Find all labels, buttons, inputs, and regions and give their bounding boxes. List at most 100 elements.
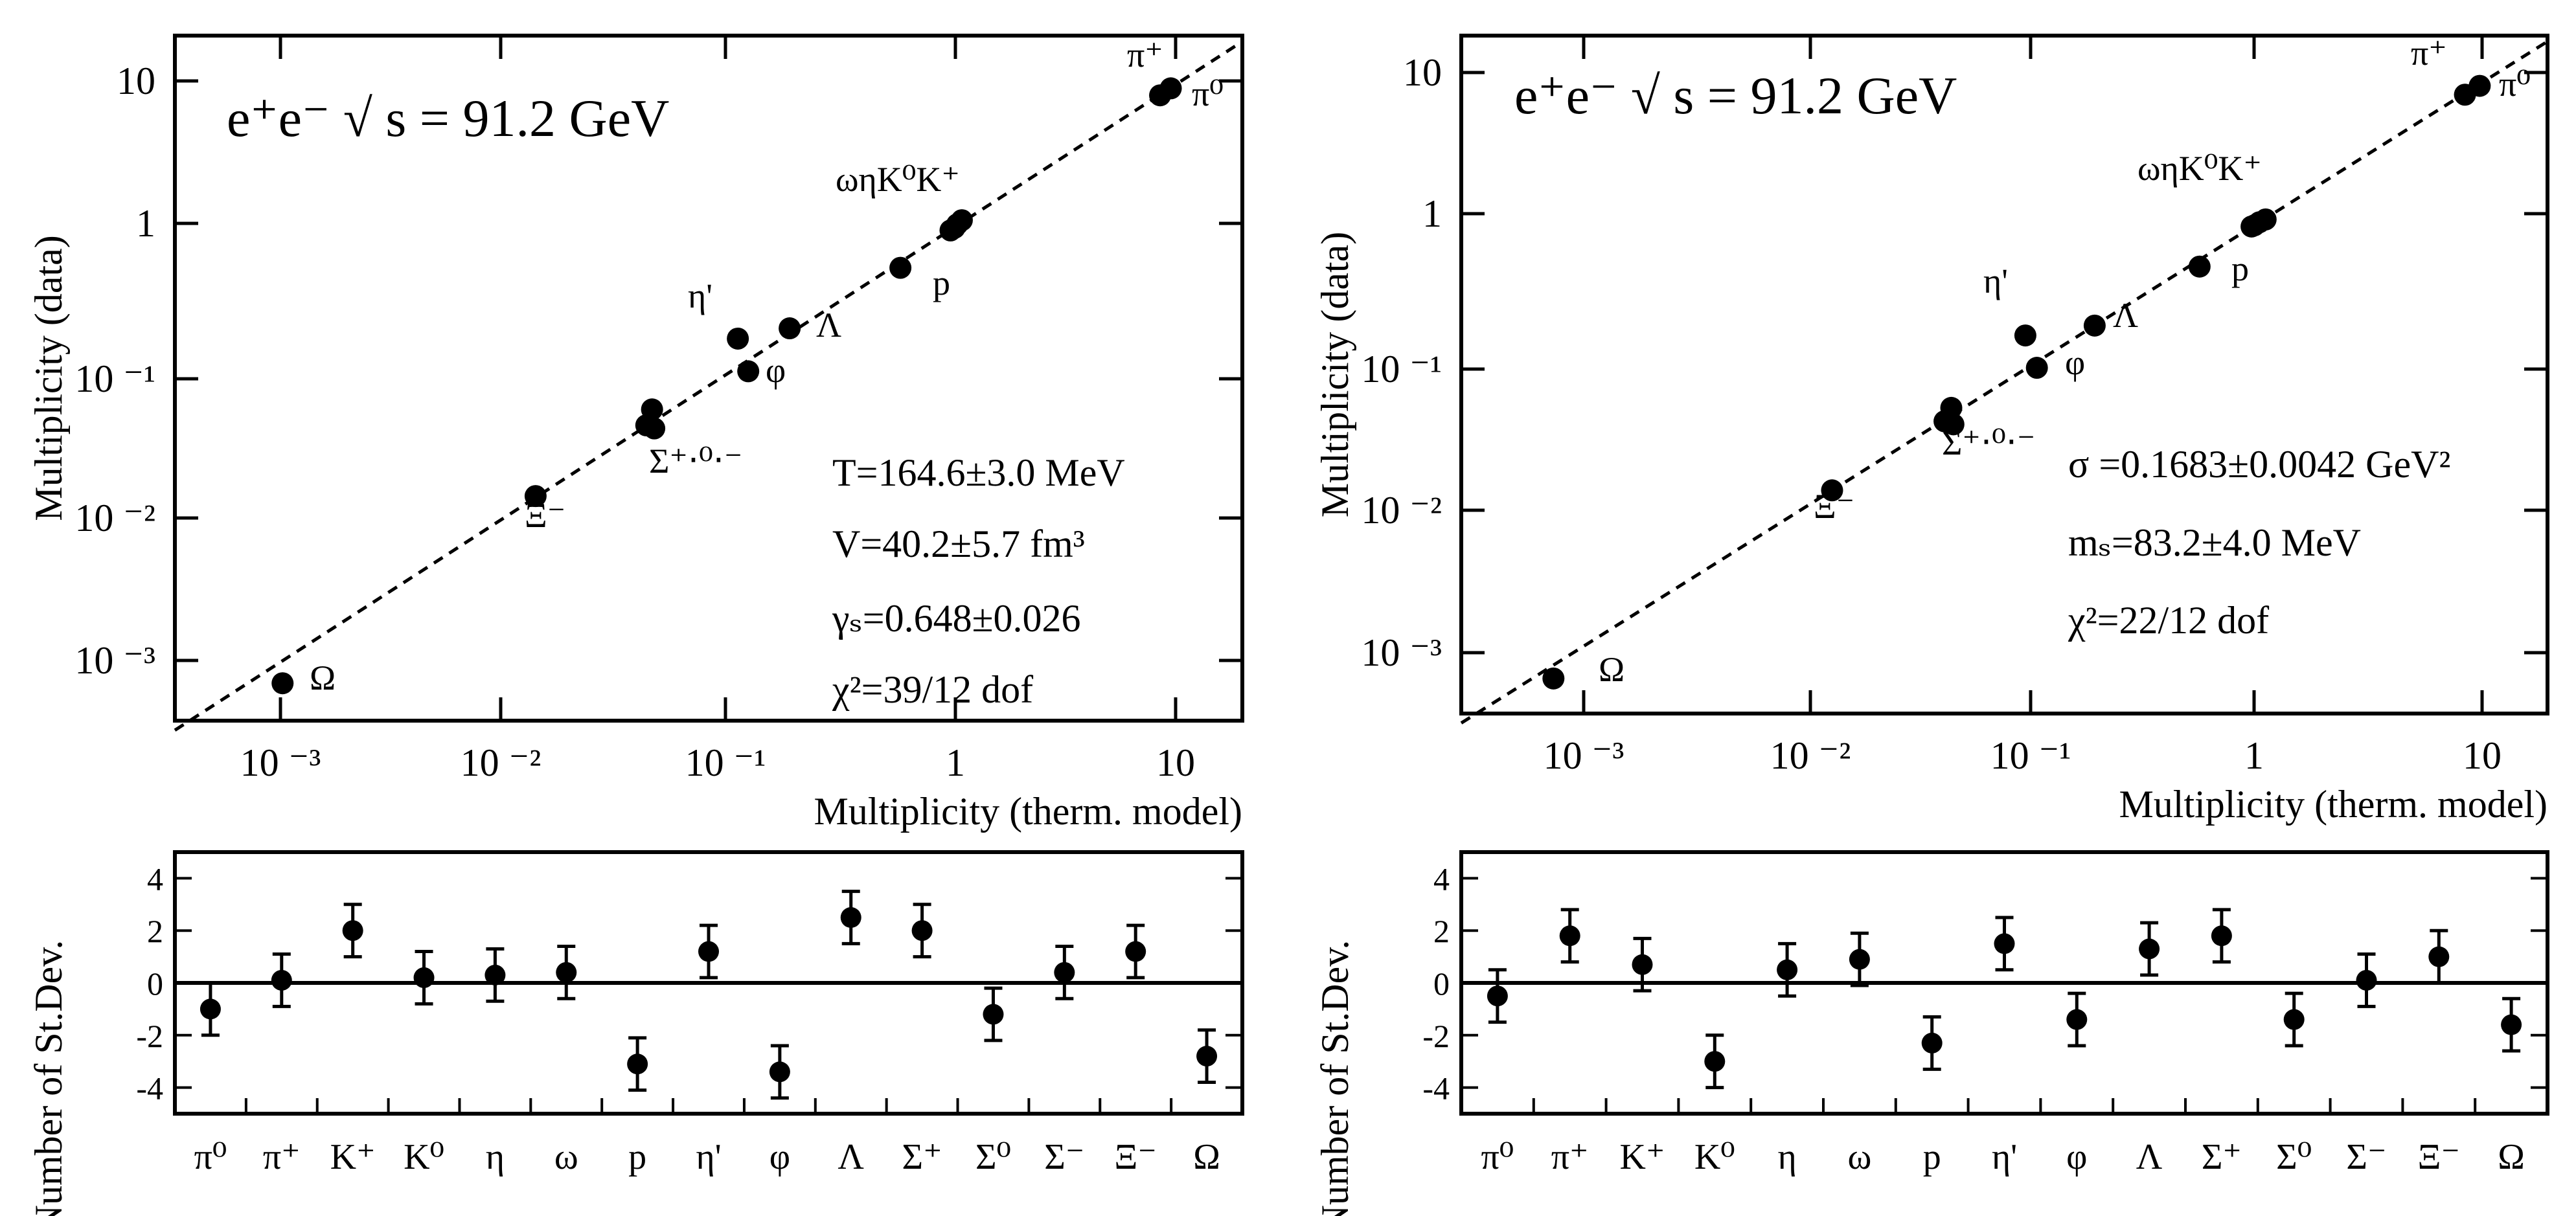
deviation-point-π⁺: [1559, 925, 1580, 947]
deviation-point-η: [1777, 959, 1798, 980]
point-label: π⁺: [2411, 34, 2447, 73]
deviation-point-Ω: [2501, 1014, 2522, 1035]
category-label: ω: [554, 1137, 578, 1177]
y-tick-label: 0: [1433, 965, 1450, 1002]
point-label: η': [1983, 262, 2008, 300]
x-tick-label: 10: [1156, 741, 1195, 784]
deviation-point-Ω: [1196, 1046, 1218, 1067]
y-tick-label: 10: [117, 60, 155, 102]
y-tick-label: 10 ⁻³: [74, 639, 155, 682]
category-label: Ω: [2498, 1137, 2525, 1177]
category-label: φ: [769, 1137, 790, 1177]
deviation-point-η: [484, 964, 506, 985]
data-point-Ω: [1542, 667, 1565, 690]
deviation-point-π⁺: [271, 969, 292, 991]
deviation-point-K⁺: [342, 920, 363, 941]
deviation-point-ω: [556, 962, 577, 983]
deviation-point-Σ⁺: [911, 920, 933, 941]
point-label: π⁺: [1127, 36, 1163, 74]
y-tick-label: -4: [1422, 1070, 1450, 1107]
category-label: π⁺: [1551, 1137, 1589, 1177]
deviation-point-Σ⁰: [983, 1004, 1004, 1025]
x-tick-label: 1: [946, 741, 965, 784]
point-label: Σ⁺‧⁰‧⁻: [649, 442, 742, 480]
category-label: K⁺: [1620, 1137, 1665, 1177]
deviation-point-K⁰: [413, 967, 435, 988]
deviation-point-Σ⁰: [2283, 1009, 2305, 1030]
deviation-point-p: [1921, 1032, 1943, 1053]
fit-parameter: mₛ=83.2±4.0 MeV: [2068, 521, 2361, 564]
y-tick-label: -4: [136, 1070, 163, 1107]
y-tick-label: 0: [147, 965, 163, 1002]
data-point-Ξ⁻: [1821, 479, 1843, 502]
data-point-ω: [2240, 215, 2263, 238]
fit-parameter: γₛ=0.648±0.026: [832, 597, 1081, 640]
y-tick-label: -2: [136, 1018, 163, 1054]
y-axis-title: Number of St.Dev.: [1314, 940, 1356, 1216]
category-label: η': [1992, 1137, 2017, 1177]
data-point-Λ: [2083, 314, 2106, 337]
deviation-point-Λ: [840, 907, 861, 928]
y-tick-label: 10 ⁻³: [1361, 631, 1442, 674]
point-label: Ξ⁻: [1814, 487, 1854, 526]
category-label: π⁰: [1481, 1137, 1514, 1177]
category-label: Σ⁺: [902, 1137, 942, 1177]
deviation-point-π⁰: [199, 998, 221, 1020]
deviation-point-η': [698, 941, 719, 962]
y-tick-label: 4: [147, 861, 163, 897]
x-tick-label: 10 ⁻¹: [685, 741, 766, 784]
deviation-point-π⁰: [1487, 985, 1508, 1007]
category-label: π⁰: [194, 1137, 227, 1177]
deviation-point-p: [627, 1053, 648, 1075]
category-label: Λ: [838, 1137, 864, 1177]
y-tick-label: 10: [1403, 51, 1442, 94]
point-label: η': [688, 276, 712, 315]
deviation-point-Σ⁻: [1054, 962, 1075, 983]
data-point-η': [2014, 324, 2036, 347]
point-label: ωηK⁰K⁺: [836, 160, 960, 199]
deviation-point-Σ⁻: [2356, 969, 2377, 991]
category-label: K⁺: [330, 1137, 376, 1177]
y-tick-label: 1: [136, 202, 155, 245]
fit-parameter: χ²=22/12 dof: [2068, 599, 2269, 642]
point-label: φ: [766, 351, 786, 390]
y-tick-label: 10 ⁻¹: [74, 357, 155, 400]
y-tick-label: 1: [1422, 192, 1442, 235]
scatter-panel-2: 10 ⁻³ 10 ⁻² 10 ⁻¹ 1 10 10 ⁻³ 10 ⁻² 10 ⁻¹ 1 10 Mult…: [1314, 34, 2549, 826]
point-label: π⁰: [1192, 74, 1224, 113]
x-tick-label: 1: [2244, 734, 2264, 777]
category-label: η': [696, 1137, 721, 1177]
point-label: φ: [2065, 343, 2085, 382]
data-point-Ξ⁻: [524, 485, 547, 508]
y-axis-title: Multiplicity (data): [27, 235, 70, 521]
deviation-point-ω: [1849, 949, 1870, 970]
deviation-point-η': [1994, 933, 2015, 954]
point-label: Σ⁺‧⁰‧⁻: [1942, 423, 2035, 462]
category-label: Σ⁰: [975, 1137, 1011, 1177]
panel-title: e⁺e⁻ √ s = 91.2 GeV: [227, 89, 669, 148]
y-tick-label: 10 ⁻²: [74, 497, 155, 539]
x-tick-label: 10 ⁻³: [1544, 734, 1624, 777]
point-label: Ω: [1599, 650, 1624, 689]
data-point-p: [889, 256, 912, 279]
fit-parameter: σ =0.1683±0.0042 GeV²: [2068, 443, 2450, 486]
data-point-Σ⁻: [1942, 413, 1965, 436]
deviation-point-Ξ⁻: [1125, 941, 1146, 962]
category-label: Ξ⁻: [2418, 1137, 2461, 1177]
x-axis-title: Multiplicity (therm. model): [2119, 783, 2548, 826]
x-tick-label: 10 ⁻²: [1770, 734, 1851, 777]
x-tick-label: 10: [2463, 734, 2502, 777]
category-label: Ξ⁻: [1114, 1137, 1157, 1177]
category-label: Σ⁻: [1044, 1137, 1084, 1177]
category-label: Σ⁻: [2346, 1137, 2386, 1177]
category-label: ω: [1847, 1137, 1871, 1177]
category-label: Ω: [1193, 1137, 1220, 1177]
category-label: Σ⁰: [2276, 1137, 2312, 1177]
data-point-φ: [2025, 357, 2048, 379]
diagonal-line: [174, 40, 1244, 732]
scatter-panel-1: 10 ⁻³ 10 ⁻² 10 ⁻¹ 1 10 10 ⁻³ 10 ⁻² 10 ⁻¹ 1 10 Mult…: [27, 34, 1244, 833]
y-tick-label: -2: [1422, 1018, 1450, 1054]
point-label: ωηK⁰K⁺: [2137, 149, 2262, 188]
y-tick-label: 4: [1433, 861, 1450, 897]
